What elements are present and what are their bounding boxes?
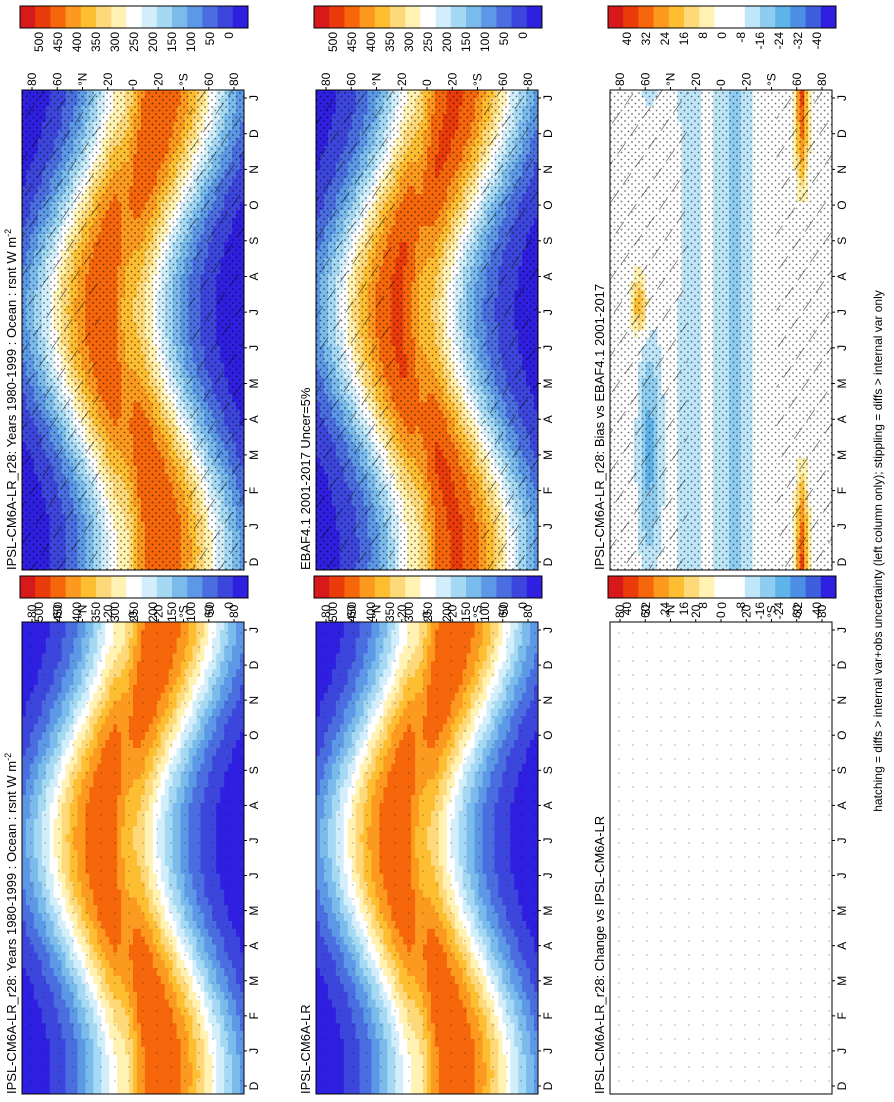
panel-title-superscript: -2 xyxy=(3,229,13,237)
colorbar-swatch xyxy=(65,6,82,28)
month-tick-label: F xyxy=(247,487,261,494)
colorbar-swatch xyxy=(50,6,67,28)
colorbar-swatch xyxy=(232,576,249,598)
colorbar-swatch xyxy=(187,6,203,28)
colorbar-swatch xyxy=(111,576,127,598)
colorbar-swatch xyxy=(35,576,51,598)
colorbar-swatch xyxy=(65,576,82,598)
colorbar-swatch xyxy=(80,576,97,598)
hatching xyxy=(188,90,244,570)
colorbar-tick-label: 450 xyxy=(51,602,65,622)
colorbar-swatch xyxy=(80,6,97,28)
panel-p1: 500 450 400 350 300 250 200 150 100 50 0IPSL-CM6A-… xyxy=(3,5,261,571)
colorbar-swatch xyxy=(20,6,36,28)
colorbar-tick-label: 50 xyxy=(203,32,217,46)
colorbar-tick-label: 200 xyxy=(146,602,160,622)
month-tick-label: A xyxy=(247,272,261,280)
colorbar-swatch xyxy=(20,576,36,598)
month-tick-label: D xyxy=(247,129,261,138)
colorbar-tick-label: 350 xyxy=(89,32,103,52)
month-tick-label: M xyxy=(247,379,261,389)
colorbar: 500 450 400 350 300 250 200 150 100 50 0 xyxy=(19,575,249,622)
month-tick-label: S xyxy=(247,237,261,245)
colorbar-swatch xyxy=(172,6,188,28)
colorbar-tick-label: 400 xyxy=(70,602,84,622)
month-tick-label: J xyxy=(247,523,261,529)
colorbar-frame xyxy=(19,5,249,29)
lat-tick-label: 0 xyxy=(126,79,140,86)
panels-layer: 500 450 400 350 300 250 200 150 100 50 0IPSL-CM6A-… xyxy=(3,5,849,1095)
colorbar-tick-label: 450 xyxy=(51,32,65,52)
hatching xyxy=(22,90,100,570)
lat-tick-label: 60 xyxy=(202,72,216,86)
month-tick-label: A xyxy=(247,415,261,423)
colorbar-swatch xyxy=(187,576,203,598)
lat-tick-label: 20 xyxy=(151,72,165,86)
field xyxy=(22,90,244,570)
lat-tick-label: 80 xyxy=(25,72,39,86)
colorbar-swatch xyxy=(126,6,143,28)
colorbar-tick-label: 500 xyxy=(32,602,46,622)
colorbar: 500 450 400 350 300 250 200 150 100 50 0 xyxy=(19,5,249,52)
colorbar-tick-label: 200 xyxy=(146,32,160,52)
colorbar-swatch xyxy=(35,6,51,28)
colorbar-swatch xyxy=(156,576,173,598)
colorbar-tick-label: 50 xyxy=(203,602,217,616)
colorbar-tick-label: 500 xyxy=(32,32,46,52)
colorbar-tick-label: 250 xyxy=(127,32,141,52)
month-tick-label: J xyxy=(247,95,261,101)
panel-title: IPSL-CM6A-LR_r28: Years 1980-1999 : Ocea… xyxy=(3,229,19,570)
month-tick-label: M xyxy=(247,450,261,460)
month-tick-label: D xyxy=(247,557,261,566)
colorbar-tick-label: 100 xyxy=(184,602,198,622)
colorbar-swatch xyxy=(96,576,112,598)
month-tick-label: O xyxy=(247,200,261,209)
field xyxy=(22,622,244,1094)
colorbar-swatch xyxy=(50,576,67,598)
lat-tick-label: °S xyxy=(177,73,191,86)
panel-p2: 500 450 400 350 300 250 200 150 100 50 0IPSL-CM6A-… xyxy=(3,575,261,1095)
footnote: hatching = diffs > internal var+obs unce… xyxy=(871,290,885,812)
colorbar-swatch xyxy=(141,576,158,598)
colorbar-tick-label: 350 xyxy=(89,602,103,622)
colorbar-swatch xyxy=(96,6,112,28)
colorbar-tick-label: 400 xyxy=(70,32,84,52)
colorbar-swatch xyxy=(111,6,127,28)
colorbar-tick-label: 300 xyxy=(108,32,122,52)
colorbar-tick-label: 0 xyxy=(222,32,236,39)
colorbar-swatch xyxy=(232,6,249,28)
colorbar-tick-label: 150 xyxy=(165,32,179,52)
colorbar-swatch xyxy=(156,6,173,28)
colorbar-swatch xyxy=(141,6,158,28)
month-tick-label: J xyxy=(247,309,261,315)
lat-tick-label: 20 xyxy=(101,72,115,86)
colorbar-swatch xyxy=(217,6,234,28)
lat-tick-label: °N xyxy=(76,73,90,86)
colorbar-swatch xyxy=(172,576,188,598)
colorbar-tick-label: 250 xyxy=(127,602,141,622)
colorbar-swatch xyxy=(126,576,143,598)
colorbar-swatch xyxy=(202,576,219,598)
colorbar-frame xyxy=(19,575,249,599)
colorbar-swatch xyxy=(217,576,234,598)
colorbar-tick-label: 300 xyxy=(108,602,122,622)
colorbar-tick-label: 100 xyxy=(184,32,198,52)
month-tick-label: N xyxy=(247,165,261,174)
colorbar-tick-label: 150 xyxy=(165,602,179,622)
colorbar-swatch xyxy=(202,6,219,28)
colorbar-tick-label: 0 xyxy=(222,602,236,609)
lat-tick-label: 60 xyxy=(50,72,64,86)
lat-tick-label: 80 xyxy=(227,72,241,86)
month-tick-label: J xyxy=(247,345,261,351)
